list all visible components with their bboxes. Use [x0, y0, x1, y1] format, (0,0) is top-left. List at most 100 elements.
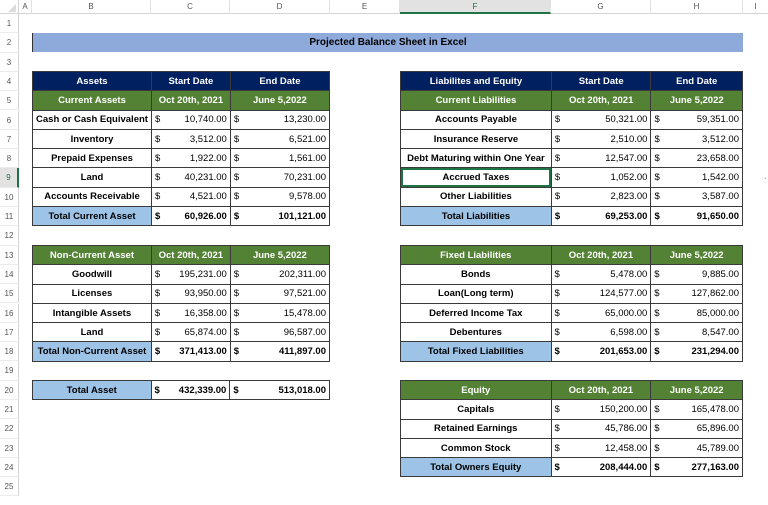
start-amount-cell[interactable]: $93,950.00	[150, 283, 231, 304]
end-date-value[interactable]: June 5,2022	[229, 90, 331, 111]
row-header-11[interactable]: 11	[0, 207, 19, 227]
start-amount-cell[interactable]: $6,598.00	[550, 322, 652, 343]
end-date-value[interactable]: June 5,2022	[650, 90, 743, 111]
end-amount-cell[interactable]: $165,478.00	[650, 399, 743, 420]
row-label-cell[interactable]: Intangible Assets	[32, 302, 152, 324]
end-date-value[interactable]: June 5,2022	[229, 244, 331, 266]
start-amount-cell[interactable]: $50,321.00	[550, 109, 652, 130]
total-fixed-liabilities-end[interactable]: $231,294.00	[650, 341, 743, 362]
row-label-cell[interactable]: Loan(Long term)	[400, 283, 552, 304]
start-amount-cell[interactable]: $65,000.00	[550, 302, 652, 324]
row-header-23[interactable]: 23	[0, 438, 19, 458]
row-label-cell[interactable]: Inventory	[32, 128, 152, 150]
total-owners-equity-start[interactable]: $208,444.00	[550, 457, 652, 478]
column-header-i[interactable]: I	[754, 2, 757, 11]
start-date-value[interactable]: Oct 20th, 2021	[550, 379, 652, 401]
row-label-cell[interactable]: Land	[32, 167, 152, 188]
row-label-cell[interactable]: Debt Maturing within One Year	[400, 148, 552, 169]
liabilities-equity-header[interactable]: Liabilites and Equity	[400, 70, 552, 92]
start-amount-cell[interactable]: $4,521.00	[150, 186, 231, 208]
total-current-asset-label[interactable]: Total Current Asset	[32, 206, 152, 227]
column-header-b[interactable]: B	[32, 0, 151, 14]
row-header-13[interactable]: 13	[0, 245, 19, 265]
row-header-20[interactable]: 20	[0, 380, 19, 400]
row-header-18[interactable]: 18	[0, 342, 19, 362]
start-date-header[interactable]: Start Date	[150, 70, 231, 92]
row-header-1[interactable]: 1	[0, 14, 19, 34]
row-label-cell[interactable]: Retained Earnings	[400, 418, 552, 439]
row-label-cell[interactable]: Capitals	[400, 399, 552, 420]
row-label-cell[interactable]: Accounts Payable	[400, 109, 552, 130]
end-amount-cell[interactable]: $8,547.00	[650, 322, 743, 343]
row-header-14[interactable]: 14	[0, 264, 19, 285]
end-amount-cell[interactable]: $3,512.00	[650, 128, 743, 150]
end-amount-cell[interactable]: $9,578.00	[229, 186, 331, 208]
end-date-value[interactable]: June 5,2022	[650, 244, 743, 266]
row-label-cell[interactable]: Deferred Income Tax	[400, 302, 552, 324]
row-header-9[interactable]: 9	[0, 168, 19, 188]
current-assets-subheader[interactable]: Current Assets	[32, 90, 152, 111]
total-liabilities-start[interactable]: $69,253.00	[550, 206, 652, 227]
assets-header[interactable]: Assets	[32, 70, 152, 92]
row-header-21[interactable]: 21	[0, 400, 19, 420]
row-header-4[interactable]: 4	[0, 71, 19, 92]
total-non-current-asset-label[interactable]: Total Non-Current Asset	[32, 341, 152, 362]
end-date-header[interactable]: End Date	[650, 70, 743, 92]
start-amount-cell[interactable]: $3,512.00	[150, 128, 231, 150]
row-header-25[interactable]: 25	[0, 477, 19, 497]
select-all-corner[interactable]	[0, 0, 19, 14]
end-date-header[interactable]: End Date	[229, 70, 331, 92]
total-owners-equity-label[interactable]: Total Owners Equity	[400, 457, 552, 478]
row-header-8[interactable]: 8	[0, 149, 19, 169]
end-amount-cell[interactable]: $45,789.00	[650, 437, 743, 459]
equity-subheader[interactable]: Equity	[400, 379, 552, 401]
total-asset-start[interactable]: $432,339.00	[150, 379, 231, 401]
column-header-a[interactable]: A	[19, 0, 32, 14]
total-current-asset-start[interactable]: $60,926.00	[150, 206, 231, 227]
sheet-title[interactable]: Projected Balance Sheet in Excel	[32, 33, 743, 52]
start-amount-cell[interactable]: $65,874.00	[150, 322, 231, 343]
row-header-7[interactable]: 7	[0, 129, 19, 150]
row-header-16[interactable]: 16	[0, 303, 19, 323]
start-amount-cell[interactable]: $124,577.00	[550, 283, 652, 304]
total-asset-label[interactable]: Total Asset	[32, 379, 152, 401]
non-current-asset-subheader[interactable]: Non-Current Asset	[32, 244, 152, 266]
row-header-3[interactable]: 3	[0, 52, 19, 72]
fixed-liabilities-subheader[interactable]: Fixed Liabilities	[400, 244, 552, 266]
end-amount-cell[interactable]: $97,521.00	[229, 283, 331, 304]
row-label-cell[interactable]: Debentures	[400, 322, 552, 343]
total-non-current-asset-end[interactable]: $411,897.00	[229, 341, 331, 362]
row-label-cell[interactable]: Accrued Taxes	[400, 167, 552, 188]
row-header-19[interactable]: 19	[0, 361, 19, 381]
end-amount-cell[interactable]: $96,587.00	[229, 322, 331, 343]
total-non-current-asset-start[interactable]: $371,413.00	[150, 341, 231, 362]
start-amount-cell[interactable]: $195,231.00	[150, 264, 231, 285]
row-header-5[interactable]: 5	[0, 91, 19, 111]
total-fixed-liabilities-label[interactable]: Total Fixed Liabilities	[400, 341, 552, 362]
current-liabilities-subheader[interactable]: Current Liabilities	[400, 90, 552, 111]
total-owners-equity-end[interactable]: $277,163.00	[650, 457, 743, 478]
total-current-asset-end[interactable]: $101,121.00	[229, 206, 331, 227]
row-label-cell[interactable]: Other Liabilities	[400, 186, 552, 208]
row-header-17[interactable]: 17	[0, 322, 19, 343]
row-label-cell[interactable]: Bonds	[400, 264, 552, 285]
end-amount-cell[interactable]: $1,561.00	[229, 148, 331, 169]
start-amount-cell[interactable]: $1,052.00	[550, 167, 652, 188]
column-header-c[interactable]: C	[151, 0, 230, 14]
end-amount-cell[interactable]: $13,230.00	[229, 109, 331, 130]
row-label-cell[interactable]: Common Stock	[400, 437, 552, 459]
row-header-6[interactable]: 6	[0, 110, 19, 130]
start-amount-cell[interactable]: $150,200.00	[550, 399, 652, 420]
row-label-cell[interactable]: Goodwill	[32, 264, 152, 285]
start-amount-cell[interactable]: $12,458.00	[550, 437, 652, 459]
row-header-22[interactable]: 22	[0, 419, 19, 439]
end-amount-cell[interactable]: $59,351.00	[650, 109, 743, 130]
row-label-cell[interactable]: Accounts Receivable	[32, 186, 152, 208]
start-date-value[interactable]: Oct 20th, 2021	[550, 90, 652, 111]
start-date-value[interactable]: Oct 20th, 2021	[550, 244, 652, 266]
start-date-value[interactable]: Oct 20th, 2021	[150, 90, 231, 111]
end-amount-cell[interactable]: $1,542.00	[650, 167, 743, 188]
row-header-15[interactable]: 15	[0, 284, 19, 304]
start-date-header[interactable]: Start Date	[550, 70, 652, 92]
end-date-value[interactable]: June 5,2022	[650, 379, 743, 401]
